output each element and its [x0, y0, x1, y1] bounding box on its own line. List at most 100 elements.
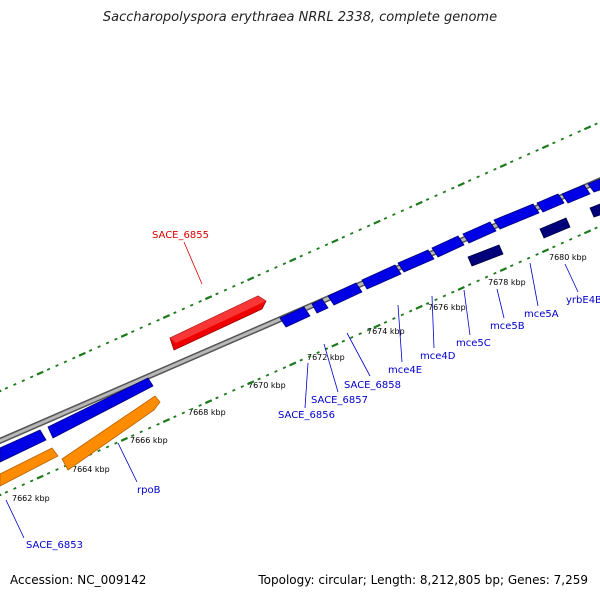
tick-row-outer — [0, 122, 598, 393]
tick-minor — [434, 194, 438, 198]
scale-label-7674: 7674 kbp — [367, 327, 405, 336]
tick-minor — [552, 245, 556, 249]
tick-major — [78, 351, 86, 357]
label-sace-6858[interactable]: SACE_6858 — [344, 380, 401, 391]
scale-label-7676: 7676 kbp — [428, 303, 466, 312]
tick-major — [120, 332, 128, 338]
gene-mce5b-dark[interactable] — [467, 244, 504, 267]
gene-yrbe4b-dark[interactable] — [589, 203, 600, 218]
leader-sace-6856 — [304, 362, 309, 409]
label-leader-lines — [5, 241, 579, 539]
gene-sace-6857[interactable] — [311, 298, 329, 314]
gene-mce4e[interactable] — [361, 264, 402, 290]
tick-major — [289, 361, 297, 367]
tick-minor — [484, 275, 489, 279]
scale-label-7668: 7668 kbp — [188, 408, 226, 417]
tick-minor — [189, 303, 194, 307]
label-mce4d[interactable]: mce4D — [420, 351, 456, 362]
gene-sace-6853[interactable] — [0, 429, 47, 463]
label-rpob[interactable]: rpoB — [137, 485, 161, 496]
tick-minor — [173, 415, 177, 419]
label-yrbe4b[interactable]: yrbE4B — [566, 295, 600, 306]
label-sace-6856[interactable]: SACE_6856 — [278, 410, 335, 421]
leader-rpob — [117, 442, 138, 483]
tick-major — [162, 418, 171, 423]
gene-sace-6853-reverse[interactable] — [0, 447, 59, 487]
tick-minor — [526, 256, 531, 260]
tick-minor — [307, 354, 312, 358]
label-sace-6855[interactable]: SACE_6855 — [152, 230, 209, 241]
label-sace-6853[interactable]: SACE_6853 — [26, 540, 83, 551]
tick-major — [36, 370, 44, 376]
gene-forward-edge-1[interactable] — [561, 184, 591, 204]
tick-minor — [358, 228, 362, 232]
tick-minor — [526, 152, 531, 156]
tick-major — [541, 144, 550, 150]
gene-rpob-reverse[interactable] — [61, 395, 161, 471]
tick-minor — [156, 422, 160, 426]
gene-mce5c[interactable] — [431, 235, 465, 258]
tick-major — [0, 493, 2, 497]
gene-sace-6856[interactable] — [279, 306, 311, 328]
label-mce5c[interactable]: mce5C — [456, 338, 491, 349]
tick-minor — [518, 260, 522, 264]
gene-sace-6858[interactable] — [327, 282, 363, 306]
tick-minor — [282, 366, 287, 370]
tick-major — [162, 314, 171, 319]
tick-minor — [105, 341, 110, 345]
scale-label-7662: 7662 kbp — [12, 494, 50, 503]
tick-minor — [257, 377, 261, 381]
label-sace-6857[interactable]: SACE_6857 — [311, 395, 368, 406]
tick-minor — [358, 332, 362, 336]
scale-label-7666: 7666 kbp — [130, 436, 168, 445]
forward-strand-genes — [0, 178, 600, 463]
leader-mce5b — [496, 288, 505, 319]
label-mce5a[interactable]: mce5A — [524, 309, 559, 320]
gene-mce5a[interactable] — [493, 203, 540, 230]
tick-major — [120, 436, 128, 442]
tick-minor — [425, 198, 430, 201]
tick-minor — [560, 241, 565, 245]
tick-minor — [72, 356, 76, 360]
scale-label-7678: 7678 kbp — [488, 278, 526, 287]
leader-yrbe4b — [564, 263, 579, 293]
tick-major — [541, 248, 550, 254]
tick-major — [373, 219, 381, 225]
leader-mce4d — [431, 295, 435, 349]
tick-major — [289, 257, 297, 263]
tick-minor — [198, 403, 202, 407]
tick-minor — [476, 175, 480, 179]
tick-minor — [223, 392, 228, 396]
gene-yrbe4b[interactable] — [536, 193, 565, 213]
tick-minor — [383, 320, 388, 324]
label-mce5b[interactable]: mce5B — [490, 321, 525, 332]
tick-minor — [46, 367, 51, 371]
tick-minor — [131, 330, 135, 334]
tick-major — [499, 267, 507, 272]
tick-minor — [316, 351, 320, 354]
tick-minor — [29, 479, 34, 483]
tick-major — [499, 163, 507, 168]
tick-major — [373, 323, 381, 329]
tick-minor — [274, 266, 278, 269]
tick-minor — [442, 190, 447, 194]
gene-forward-edge-2[interactable] — [587, 178, 600, 193]
gene-mce4d[interactable] — [397, 249, 435, 273]
gene-rpob[interactable] — [47, 377, 154, 439]
gene-mce5a-dark[interactable] — [539, 217, 571, 239]
tick-minor — [392, 317, 396, 321]
tick-row-inner — [0, 226, 598, 497]
label-mce4e[interactable]: mce4E — [388, 365, 422, 376]
tick-minor — [265, 269, 270, 273]
reverse-strand-genes — [0, 395, 161, 487]
tick-minor — [408, 205, 413, 209]
tick-minor — [577, 234, 581, 237]
tick-minor — [240, 385, 244, 388]
tick-minor — [535, 148, 539, 152]
tick-minor — [274, 370, 278, 373]
tick-major — [331, 342, 339, 348]
tick-minor — [467, 179, 472, 183]
gene-mce5b[interactable] — [462, 221, 497, 244]
tick-minor — [552, 141, 556, 145]
